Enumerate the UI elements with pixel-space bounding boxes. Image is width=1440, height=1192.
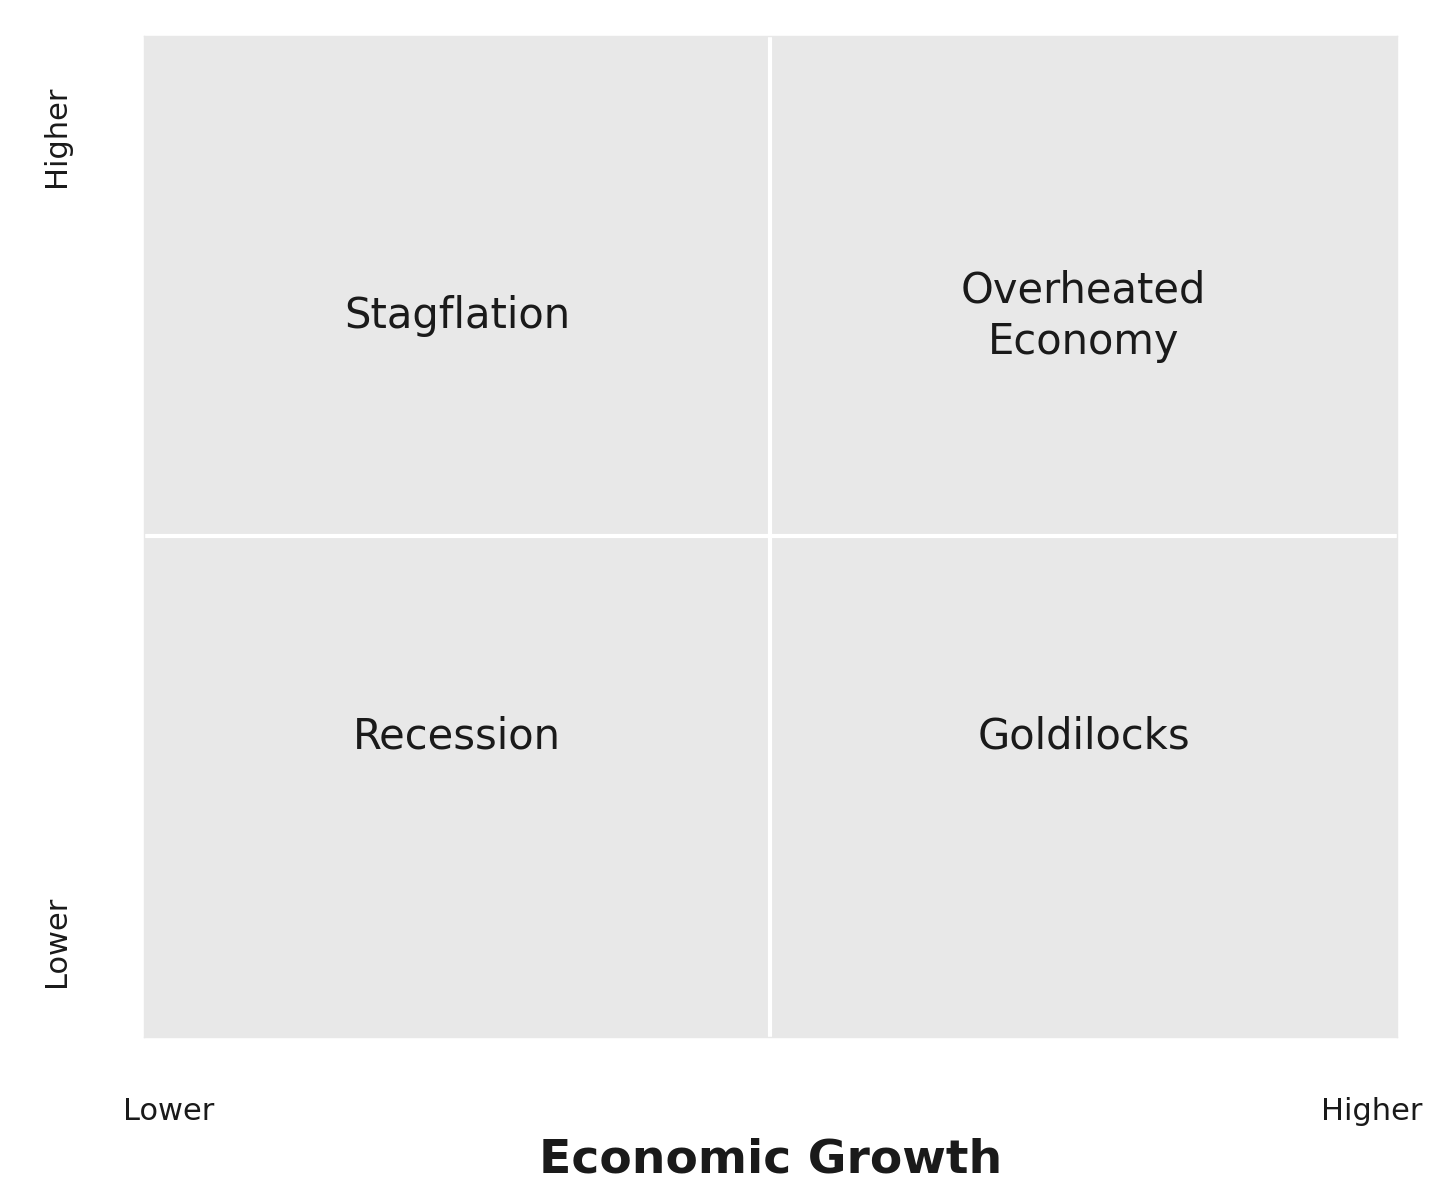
Text: Recession: Recession <box>353 715 562 758</box>
Text: Economic Growth: Economic Growth <box>539 1137 1002 1182</box>
Text: Higher: Higher <box>1320 1097 1423 1126</box>
Text: Overheated
Economy: Overheated Economy <box>960 269 1207 364</box>
Text: Higher: Higher <box>42 86 71 187</box>
Text: Stagflation: Stagflation <box>344 296 570 337</box>
Text: Lower: Lower <box>42 895 71 987</box>
Text: Inflation: Inflation <box>0 424 4 648</box>
Text: Lower: Lower <box>124 1097 215 1126</box>
Text: Goldilocks: Goldilocks <box>978 715 1189 758</box>
